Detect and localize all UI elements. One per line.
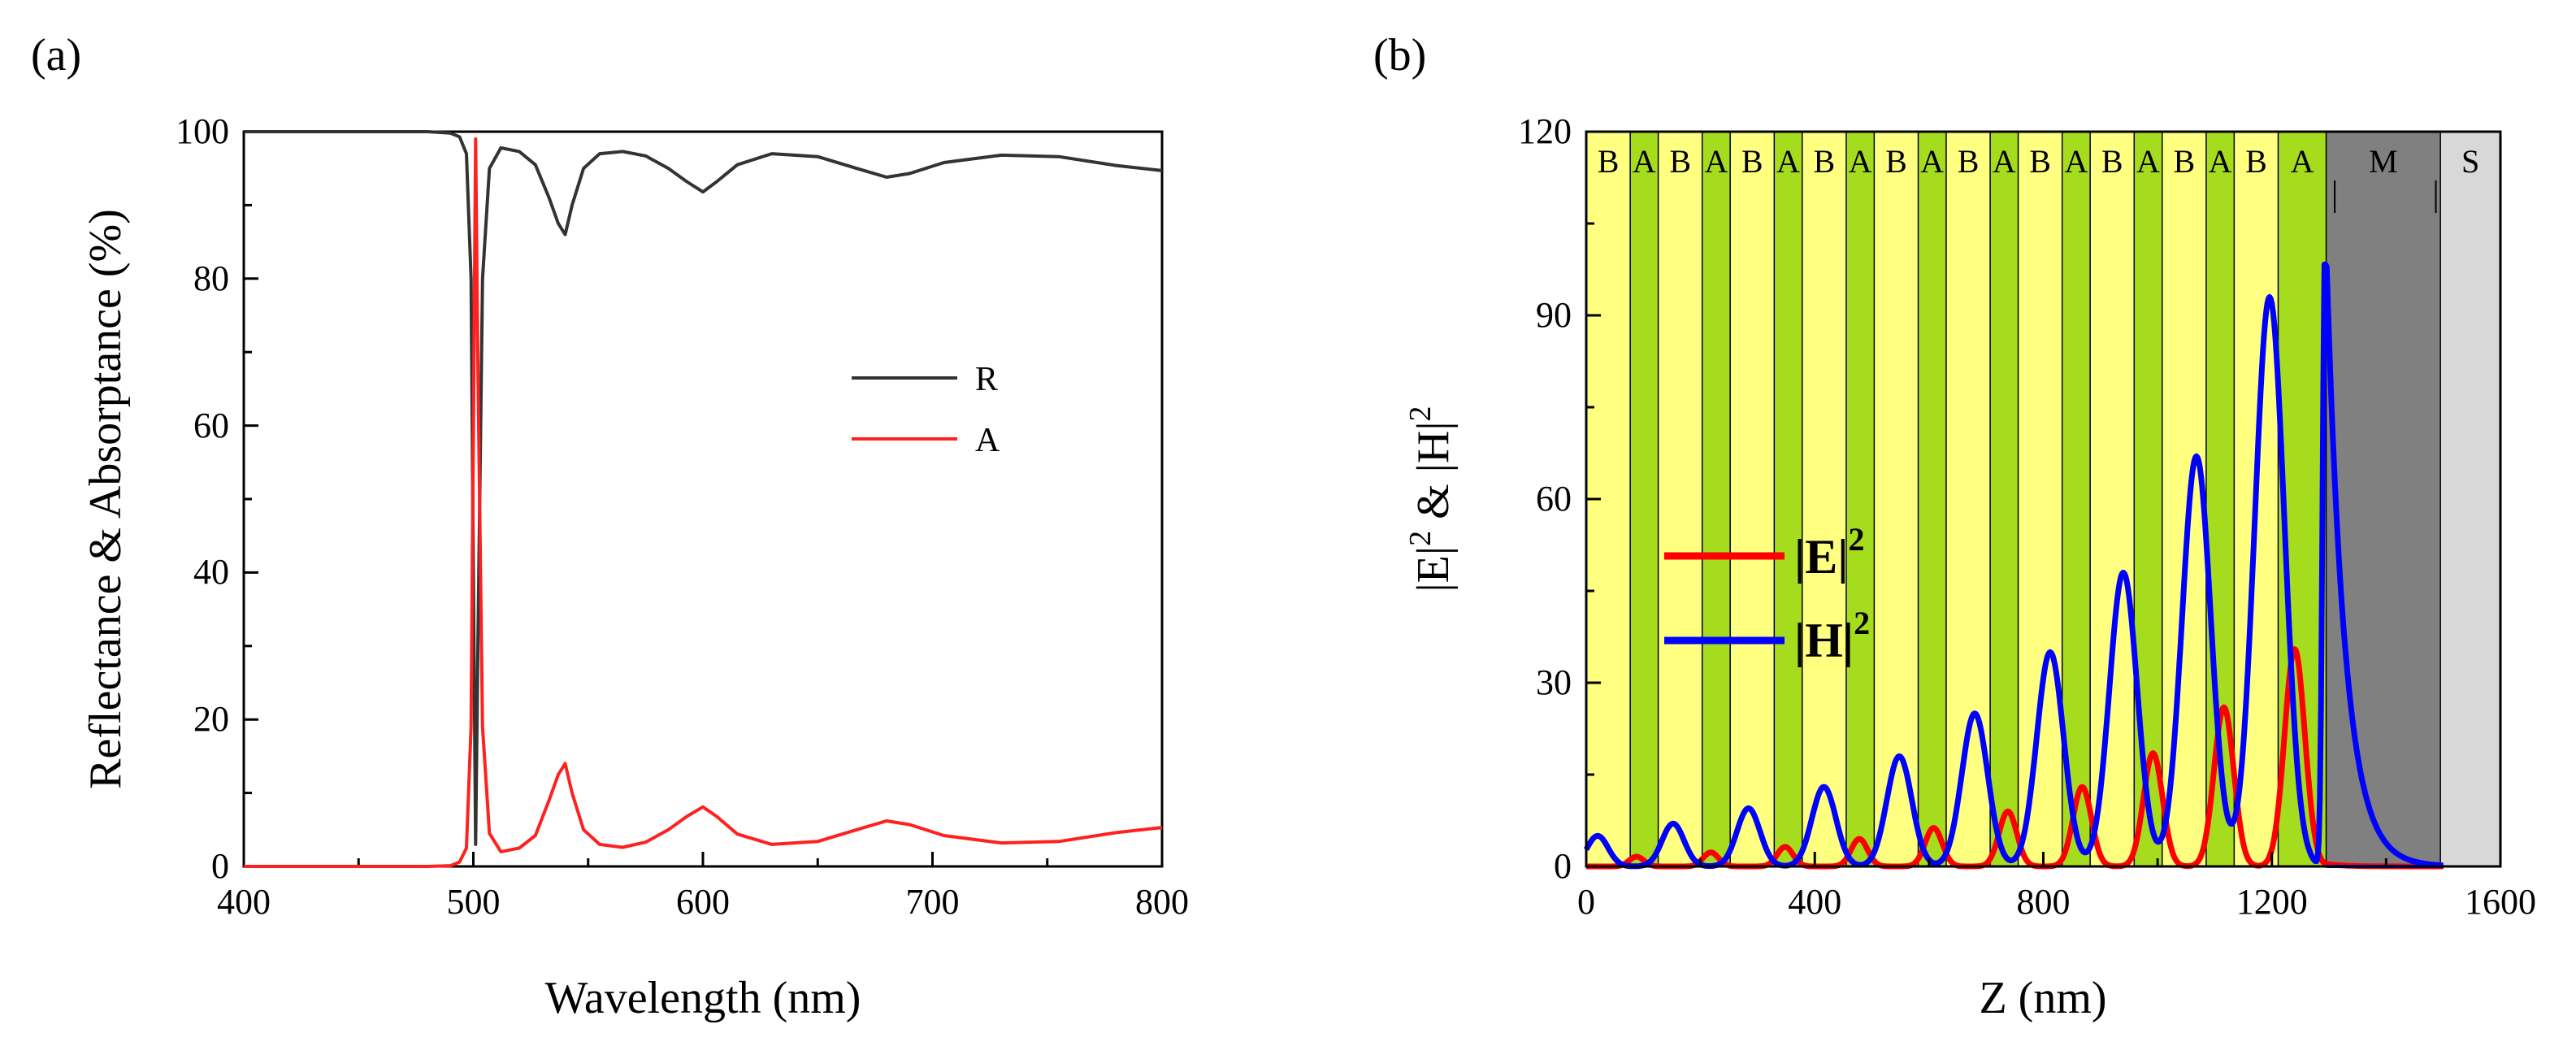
panel-a-xtick: 700 (906, 882, 960, 922)
panel-b-layer-label: A (2209, 143, 2232, 180)
panel-b-layer-band (1918, 132, 1946, 866)
panel-a-ytick: 40 (193, 552, 229, 592)
panel-b-layer-band (1990, 132, 2019, 866)
panel-a-xtick: 400 (217, 882, 271, 922)
panel-b-xtick: 1600 (2465, 882, 2536, 922)
panel-b-label: (b) (1373, 30, 1426, 80)
panel-b-ytick: 30 (1536, 662, 1572, 702)
panel-b-layer-label: B (1958, 143, 1980, 180)
panel-b-ylabel-sup1: 2 (1403, 531, 1438, 546)
panel-b-layer-band (1702, 132, 1731, 866)
panel-b-legend-h-base: |H| (1794, 614, 1854, 667)
panel-b-ytick: 120 (1518, 111, 1572, 151)
panel-b-layer-label: A (2291, 143, 2314, 180)
panel-a-xtick: 600 (676, 882, 730, 922)
panel-b-layer-band (1802, 132, 1846, 866)
panel-b-ylabel-sup2: 2 (1403, 406, 1438, 421)
panel-b-ytick: 0 (1554, 846, 1572, 886)
panel-b-layer-label: B (1669, 143, 1691, 180)
panel-b-layer-band (1845, 132, 1875, 866)
panel-b-layer-label: S (2461, 143, 2479, 180)
panel-b-xtick: 1200 (2236, 882, 2308, 922)
panel-b-xlabel: Z (nm) (1979, 973, 2106, 1023)
panel-b-ylabel-amp: & |H| (1408, 421, 1459, 530)
panel-b-legend-h-label: |H|2 (1794, 605, 1870, 667)
panel-b-layer-band (2326, 132, 2441, 866)
panel-b-layer-label: B (2101, 143, 2123, 180)
panel-b-layer-band (1730, 132, 1775, 866)
panel-a-ytick: 20 (193, 699, 229, 739)
panel-b-layer-band (2018, 132, 2062, 866)
panel-b-layer-label: A (1705, 143, 1728, 180)
panel-b-legend-e-sup: 2 (1848, 521, 1864, 558)
panel-a-legend-a-label: A (975, 422, 1000, 459)
panel-a-xtick: 800 (1135, 882, 1189, 922)
panel-a-xtick: 500 (447, 882, 501, 922)
panel-b-layer-label: B (1598, 143, 1620, 180)
panel-a-series-group (244, 130, 1163, 868)
panel-a-ylabel: Reflectance & Absorptance (%) (80, 209, 131, 789)
panel-b-layer-label: B (1741, 143, 1763, 180)
panel-b-xtick: 0 (1577, 882, 1595, 922)
panel-b-layer-band (2440, 132, 2500, 866)
panel-b-layer-label: B (2245, 143, 2267, 180)
panel-b-ytick: 60 (1536, 479, 1572, 519)
panel-b-ylabel: |E|2 & |H|2 (1403, 406, 1459, 592)
panel-b-layer-label: B (1814, 143, 1836, 180)
panel-a-legend-r-label: R (975, 361, 998, 398)
panel-b-legend-h-sup: 2 (1854, 605, 1870, 641)
panel-b-layer-band (2134, 132, 2162, 866)
panel-a-ticks (242, 130, 1164, 868)
panel-b-layer-label: A (1776, 143, 1800, 180)
panel-a-ytick: 100 (176, 111, 229, 151)
panel-b-layer-label: A (1849, 143, 1872, 180)
panel-b-layer-band (1658, 132, 1702, 866)
panel-a-xlabel: Wavelength (nm) (545, 973, 861, 1023)
panel-b-layer-label: A (1993, 143, 2016, 180)
panel-b-layer-label: B (2173, 143, 2195, 180)
panel-a-plot-frame (242, 130, 1164, 868)
panel-b-xtick: 400 (1788, 882, 1841, 922)
panel-b-layer-band (1874, 132, 1919, 866)
panel-b-layer-label: B (2029, 143, 2051, 180)
panel-a-ytick: 60 (193, 406, 229, 445)
panel-b-layer-label: M (2369, 143, 2398, 180)
panel-a-ytick: 80 (193, 258, 229, 298)
panel-b-xtick: 800 (2017, 882, 2071, 922)
panel-a-ytick: 0 (211, 846, 229, 886)
panel-b-layer-band (2162, 132, 2206, 866)
panel-b-layer-label: A (1920, 143, 1944, 180)
panel-b-ytick: 90 (1536, 295, 1572, 335)
panel-b-ticks (1585, 130, 2502, 868)
panel-a-label: (a) (31, 30, 81, 80)
panel-b-layer-band (1630, 132, 1659, 866)
panel-b-series-h-line (1583, 261, 2445, 870)
panel-b-layer-band (2090, 132, 2135, 866)
panel-a-chart: (a) 400 500 600 700 800 0 20 40 60 80 10… (31, 30, 1189, 1023)
panel-b-layer-label: A (1633, 143, 1656, 180)
panel-b-layer-label: A (2064, 143, 2088, 180)
panel-b-legend-e-label: |E|2 (1794, 521, 1864, 584)
panel-a-series-a-line (244, 137, 1163, 868)
panel-b-layer-band (1774, 132, 1802, 866)
panel-b-layer-label: B (1885, 143, 1907, 180)
panel-b-ylabel-e: |E| (1408, 546, 1459, 593)
panel-b-legend-e-base: |E| (1794, 530, 1848, 584)
panel-b-layer-label: A (2136, 143, 2160, 180)
